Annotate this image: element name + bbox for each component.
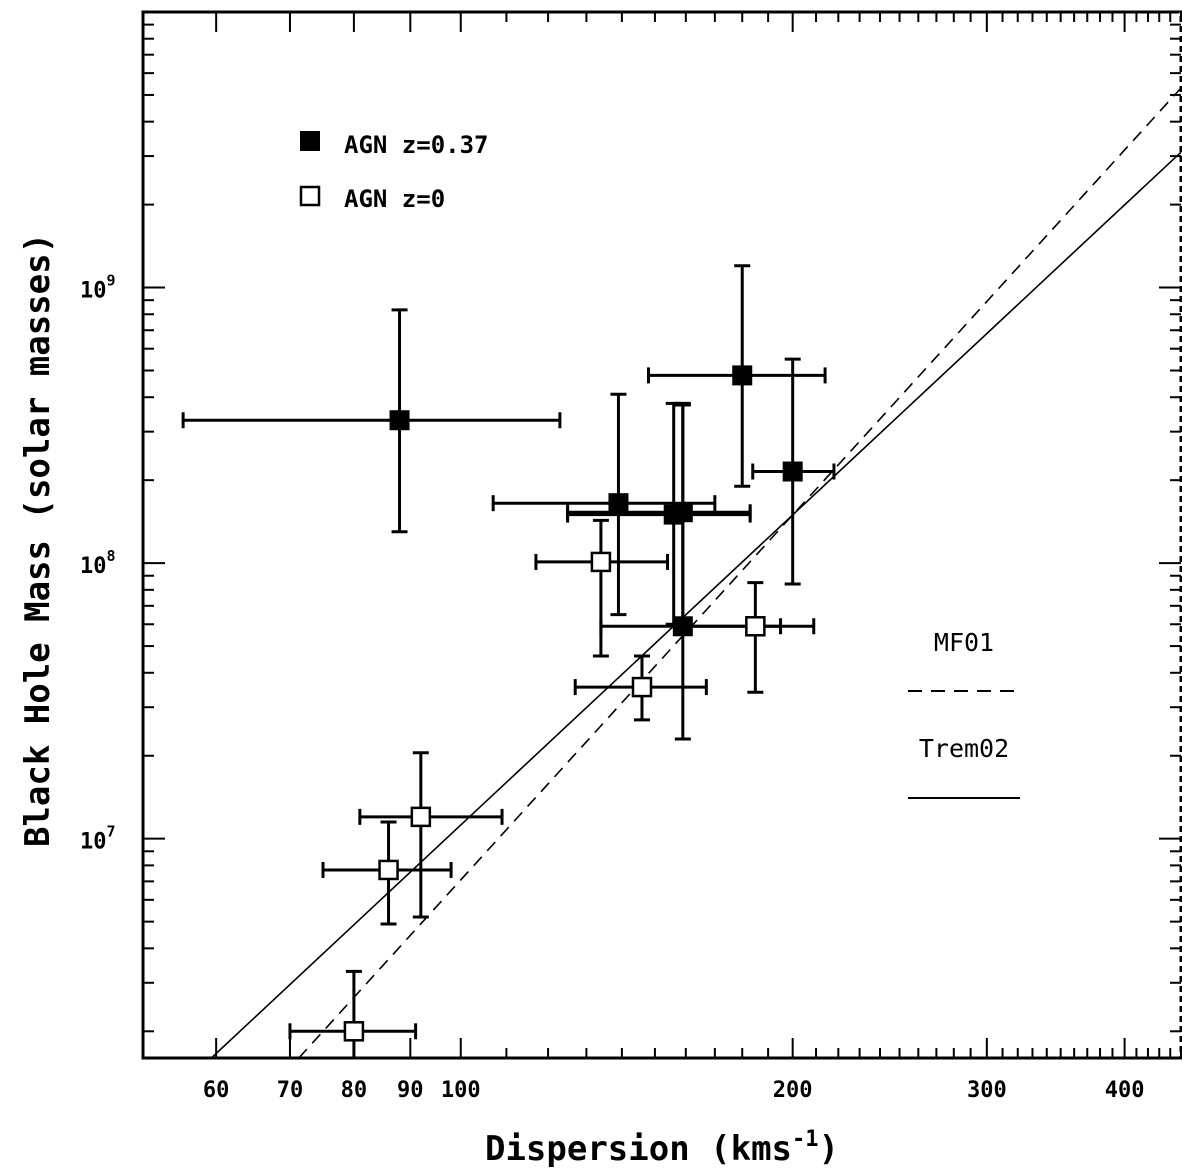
filled-square-marker [782, 461, 803, 482]
filled-square-marker [608, 493, 629, 514]
legend-marker-filled [300, 131, 320, 151]
open-square-marker [631, 676, 653, 698]
open-square-marker [343, 1021, 365, 1042]
x-tick-label: 90 [397, 1078, 424, 1103]
x-tick-label: 100 [441, 1078, 481, 1103]
data-markers [343, 365, 803, 1042]
filled-square-marker [732, 365, 753, 386]
line-key-label-mf01: MF01 [934, 628, 994, 657]
filled-square-marker [672, 616, 693, 637]
line-key-label-trem02: Trem02 [919, 734, 1009, 763]
open-square-marker [378, 859, 399, 881]
filled-square-marker [389, 410, 410, 431]
x-tick-labels: 60 70 80 90 100 200 300 400 [203, 1078, 1145, 1103]
major-ticks [143, 12, 1181, 1058]
plot-frame [141, 10, 1182, 1060]
minor-ticks [143, 12, 1182, 1058]
y-tick-label: 108 [80, 547, 116, 579]
x-tick-label: 80 [341, 1078, 368, 1103]
x-tick-label: 200 [773, 1078, 813, 1103]
legend-marker-open [299, 185, 321, 207]
x-tick-label: 300 [967, 1078, 1007, 1103]
legend-label-agn-z0: AGN z=0 [344, 185, 445, 213]
legend: AGN z=0.37 AGN z=0 [299, 131, 489, 213]
fit-line-dashed [298, 87, 1182, 1059]
fit-line-solid [210, 151, 1182, 1059]
y-tick-label: 107 [80, 823, 116, 855]
legend-label-agn-z037: AGN z=0.37 [344, 131, 489, 159]
x-tick-label: 60 [203, 1078, 230, 1103]
x-axis-title: Dispersion (kms-1) [485, 1127, 839, 1168]
open-square-marker [590, 551, 612, 573]
filled-square-marker [672, 502, 693, 523]
fit-lines [210, 87, 1182, 1059]
y-tick-labels: 107 108 109 [80, 272, 116, 855]
y-tick-label: 109 [80, 272, 116, 304]
x-tick-label: 400 [1105, 1078, 1145, 1103]
y-axis-title: Black Hole Mass (solar masses) [18, 233, 58, 847]
open-square-marker [745, 616, 766, 637]
line-key: MF01 Trem02 [908, 628, 1020, 799]
open-square-marker [410, 806, 432, 828]
x-tick-label: 70 [277, 1078, 304, 1103]
